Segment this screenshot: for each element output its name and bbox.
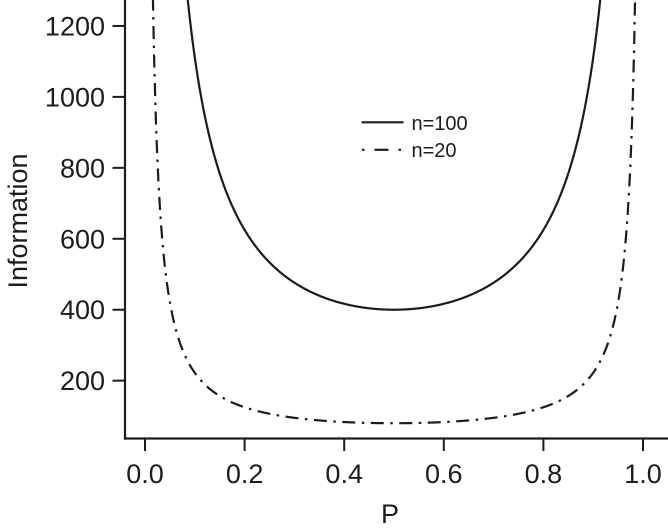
y-tick-label: 1200 <box>45 11 105 41</box>
data-curves <box>151 0 637 425</box>
y-tick-label: 400 <box>60 295 105 325</box>
y-axis-ticks: 200 400 600 800 1000 1200 <box>45 11 125 396</box>
y-axis-title: Information <box>3 153 33 288</box>
x-tick-label: 0.2 <box>226 459 264 489</box>
x-tick-label: 1.0 <box>624 459 662 489</box>
y-tick-label: 1000 <box>45 82 105 112</box>
x-axis-ticks: 0.0 0.2 0.4 0.6 0.8 1.0 <box>126 438 662 489</box>
y-tick-label: 800 <box>60 153 105 183</box>
x-tick-label: 0.8 <box>525 459 563 489</box>
axes: 200 400 600 800 1000 1200 0.0 0.2 0.4 0.6 0.8 1.0 <box>45 0 668 489</box>
x-axis-title: P <box>381 499 399 529</box>
legend: n=100 n=20 <box>361 113 468 162</box>
x-tick-label: 0.4 <box>325 459 363 489</box>
y-tick-label: 200 <box>60 366 105 396</box>
legend-label-n100: n=100 <box>412 113 468 135</box>
legend-label-n20: n=20 <box>412 140 457 162</box>
x-tick-label: 0.0 <box>126 459 164 489</box>
y-tick-label: 600 <box>60 224 105 254</box>
curve-n20 <box>151 0 637 425</box>
x-tick-label: 0.6 <box>425 459 463 489</box>
curve-n100 <box>186 0 602 311</box>
